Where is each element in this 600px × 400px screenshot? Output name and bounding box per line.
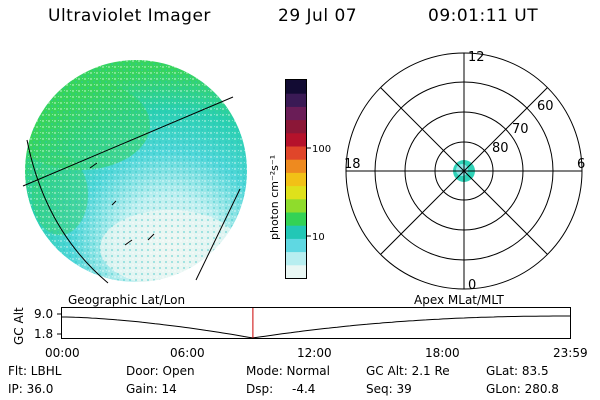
geographic-meridian-right bbox=[195, 188, 241, 281]
mlt-label-06: 6 bbox=[577, 157, 585, 172]
colorbar-segment bbox=[286, 132, 306, 147]
gain-status: Gain: 14 bbox=[126, 382, 177, 396]
mlt-label-18: 18 bbox=[344, 157, 361, 172]
door-status: Door: Open bbox=[126, 364, 195, 378]
mode-status: Mode: Normal bbox=[246, 364, 330, 378]
apex-mlat-mlt-label: Apex MLat/MLT bbox=[414, 293, 504, 307]
colorbar bbox=[285, 79, 311, 279]
x-tick-1200: 12:00 bbox=[297, 346, 332, 360]
colorbar-segment bbox=[286, 119, 306, 134]
mlt-label-12: 12 bbox=[468, 50, 485, 65]
mlat-label-80: 80 bbox=[492, 141, 509, 156]
dsp-value: -4.4 bbox=[292, 382, 316, 396]
colorbar-segment bbox=[286, 264, 306, 279]
x-tick-0000: 00:00 bbox=[45, 346, 80, 360]
mlat-label-70: 70 bbox=[512, 122, 529, 137]
colorbar-segment bbox=[286, 198, 306, 213]
gc-alt-axis-title: GC Alt bbox=[12, 307, 26, 345]
geo-latitude: GLat: 83.5 bbox=[486, 364, 549, 378]
polar-mlt-dial bbox=[345, 52, 583, 290]
ip-status: IP: 36.0 bbox=[8, 382, 54, 396]
x-tick-0600: 06:00 bbox=[170, 346, 205, 360]
y-tick-1-8: 1.8 bbox=[34, 327, 53, 341]
colorbar-segment bbox=[286, 212, 306, 226]
mlat-label-60: 60 bbox=[537, 99, 554, 114]
filter-status: Flt: LBHL bbox=[8, 364, 62, 378]
timeline-frame bbox=[61, 307, 571, 339]
colorbar-segment bbox=[286, 146, 306, 160]
observation-date: 29 Jul 07 bbox=[278, 6, 358, 26]
mlt-label-00: 0 bbox=[468, 278, 476, 293]
gc-altitude-curve bbox=[62, 315, 570, 339]
colorbar-segment bbox=[286, 93, 306, 107]
colorbar-tick-10: 10 bbox=[312, 232, 325, 243]
colorbar-segment bbox=[286, 185, 306, 200]
geographic-meridian-left bbox=[26, 139, 109, 284]
dsp-label: Dsp: bbox=[246, 382, 274, 396]
y-tick-9: 9.0 bbox=[34, 307, 53, 321]
gc-alt-status: GC Alt: 2.1 Re bbox=[366, 364, 450, 378]
instrument-title: Ultraviolet Imager bbox=[48, 6, 211, 26]
colorbar-segment bbox=[286, 251, 306, 266]
colorbar-segment bbox=[286, 80, 306, 94]
geographic-latlon-label: Geographic Lat/Lon bbox=[68, 293, 185, 307]
colorbar-unit-label: photon cm⁻²s⁻¹ bbox=[268, 155, 281, 240]
x-tick-1800: 18:00 bbox=[425, 346, 460, 360]
geographic-parallel-line bbox=[22, 96, 234, 187]
sequence-status: Seq: 39 bbox=[366, 382, 412, 396]
x-tick-2359: 23:59 bbox=[553, 346, 588, 360]
auroral-image bbox=[22, 60, 247, 284]
colorbar-segment bbox=[286, 159, 306, 173]
observation-time: 09:01:11 UT bbox=[428, 6, 539, 26]
colorbar-segment bbox=[286, 238, 306, 253]
colorbar-segment bbox=[286, 225, 306, 239]
colorbar-segment bbox=[286, 106, 306, 121]
colorbar-segment bbox=[286, 172, 306, 187]
colorbar-tick-100: 100 bbox=[312, 144, 331, 155]
geo-longitude: GLon: 280.8 bbox=[486, 382, 559, 396]
colorbar-frame bbox=[285, 79, 307, 279]
altitude-timeline bbox=[57, 307, 571, 339]
